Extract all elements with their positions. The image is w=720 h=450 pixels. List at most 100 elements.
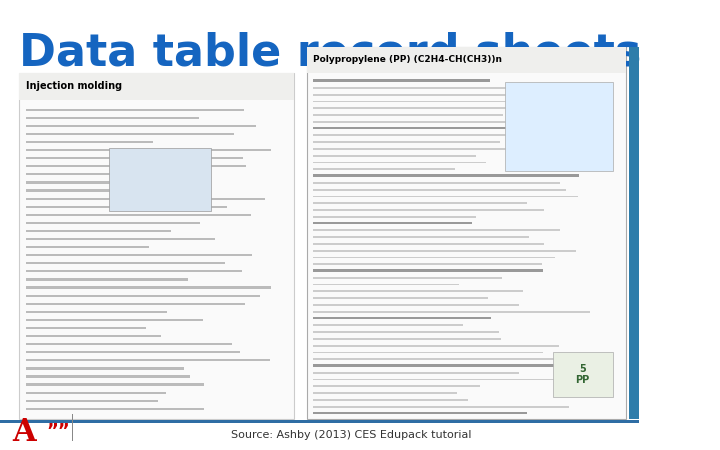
Bar xyxy=(25,222,200,224)
Bar xyxy=(25,189,190,192)
Bar xyxy=(25,343,232,345)
Bar xyxy=(313,222,472,225)
Bar xyxy=(313,236,529,238)
Text: Polypropylene (PP) (C2H4-CH(CH3))n: Polypropylene (PP) (C2H4-CH(CH3))n xyxy=(313,55,502,64)
Bar xyxy=(313,345,559,346)
Bar xyxy=(25,351,240,353)
Bar xyxy=(313,135,516,136)
Bar xyxy=(25,302,245,305)
Bar xyxy=(25,392,166,394)
Bar xyxy=(25,287,271,288)
Bar xyxy=(313,291,523,292)
Bar xyxy=(25,181,201,184)
Bar xyxy=(313,148,562,150)
Bar xyxy=(25,238,215,240)
Bar xyxy=(505,82,613,171)
Bar xyxy=(109,148,211,211)
Bar xyxy=(313,263,542,265)
Bar xyxy=(25,375,190,378)
Bar xyxy=(71,414,73,441)
Bar xyxy=(313,372,518,374)
Bar xyxy=(313,338,500,340)
Bar xyxy=(313,304,519,306)
Text: Data table record sheets: Data table record sheets xyxy=(19,31,642,74)
Bar xyxy=(313,364,559,367)
Bar xyxy=(25,230,171,232)
Bar xyxy=(313,100,587,102)
Bar xyxy=(25,408,204,410)
FancyBboxPatch shape xyxy=(19,73,294,419)
Bar xyxy=(313,297,488,299)
Bar xyxy=(313,114,503,116)
Bar xyxy=(313,216,476,218)
Bar xyxy=(313,209,544,211)
Bar xyxy=(313,399,468,401)
Bar xyxy=(313,256,555,258)
Bar xyxy=(25,117,199,119)
Bar xyxy=(629,46,639,419)
Bar xyxy=(25,327,146,329)
Bar xyxy=(25,335,161,337)
Bar xyxy=(313,250,576,252)
Bar xyxy=(25,108,244,111)
Bar xyxy=(313,202,527,204)
Bar xyxy=(25,262,225,265)
Bar xyxy=(25,310,166,313)
Bar xyxy=(313,168,455,170)
Bar xyxy=(313,162,485,163)
Bar xyxy=(25,359,271,361)
Bar xyxy=(313,386,480,387)
Bar xyxy=(313,108,565,109)
Bar xyxy=(25,319,203,321)
Bar xyxy=(313,196,578,197)
Bar xyxy=(553,352,613,396)
Bar xyxy=(25,149,271,151)
Bar xyxy=(313,141,500,143)
Bar xyxy=(25,279,188,280)
Bar xyxy=(25,254,251,256)
Bar xyxy=(313,79,490,82)
Bar xyxy=(313,317,491,319)
Bar xyxy=(25,125,256,127)
Bar xyxy=(25,173,158,176)
Bar xyxy=(313,378,584,380)
Bar xyxy=(313,412,527,414)
Text: A: A xyxy=(12,417,36,448)
Bar xyxy=(25,214,251,216)
Bar xyxy=(313,324,463,326)
Bar xyxy=(313,155,476,157)
Bar xyxy=(313,406,569,408)
Bar xyxy=(313,174,580,177)
Bar xyxy=(313,392,457,394)
Bar xyxy=(25,206,227,208)
Bar xyxy=(313,269,543,272)
Bar xyxy=(25,400,158,402)
FancyBboxPatch shape xyxy=(307,46,626,419)
Bar xyxy=(25,294,261,297)
Bar xyxy=(313,284,459,285)
Text: Source: Ashby (2013) CES Edupack tutorial: Source: Ashby (2013) CES Edupack tutoria… xyxy=(231,430,472,440)
Bar xyxy=(307,46,626,73)
Bar xyxy=(313,121,587,123)
Bar xyxy=(25,246,149,248)
Bar xyxy=(25,270,242,273)
Bar xyxy=(313,277,502,279)
Bar xyxy=(25,157,243,159)
Bar xyxy=(25,133,234,135)
Bar xyxy=(313,127,582,130)
Bar xyxy=(313,331,498,333)
Bar xyxy=(25,198,265,200)
Bar xyxy=(313,230,560,231)
Bar xyxy=(25,165,246,167)
Bar xyxy=(313,87,561,89)
Text: 5
PP: 5 PP xyxy=(575,364,590,385)
Bar xyxy=(313,94,523,95)
Bar xyxy=(25,141,153,143)
Bar xyxy=(313,358,579,360)
Bar xyxy=(313,243,544,245)
Bar xyxy=(19,73,294,100)
Bar xyxy=(313,189,566,190)
Bar xyxy=(0,420,639,423)
Bar xyxy=(313,351,543,353)
Bar xyxy=(313,182,559,184)
